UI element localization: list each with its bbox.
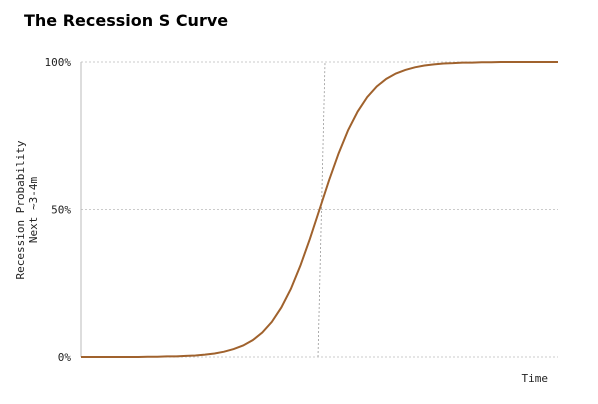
y-tick-label: 0% [58,351,72,364]
chart-title: The Recession S Curve [24,11,228,30]
y-axis-label-line: Next ~3-4m [27,177,40,244]
y-axis-label-line: Recession Probability [14,140,27,279]
y-tick-label: 100% [45,56,72,69]
series-line [81,61,558,358]
y-axis-label: Recession Probability Next ~3-4m [14,140,40,279]
midpoint-guide [317,61,326,358]
x-axis-label: Time [522,372,549,385]
y-tick-label: 50% [51,204,71,217]
